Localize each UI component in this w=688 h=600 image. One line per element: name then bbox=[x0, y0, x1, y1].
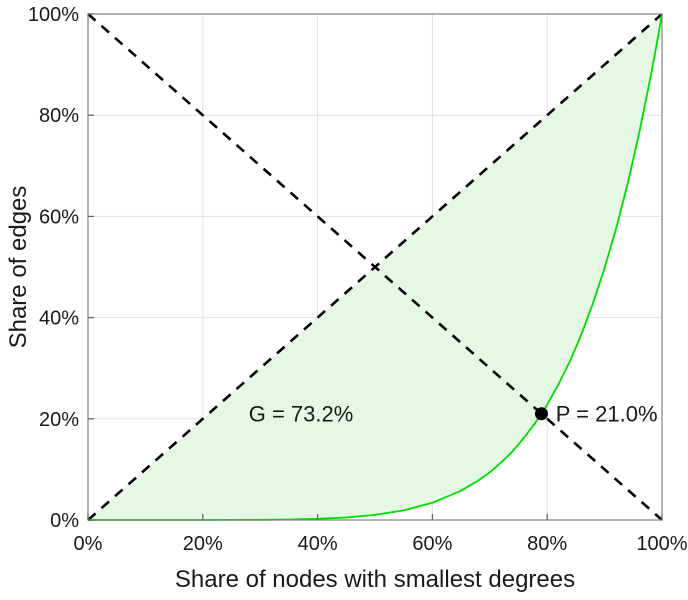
x-tick-label: 60% bbox=[412, 533, 452, 555]
y-axis-title: Share of edges bbox=[5, 186, 32, 349]
x-tick-label: 40% bbox=[298, 533, 338, 555]
p-point bbox=[534, 407, 548, 421]
x-tick-label: 0% bbox=[74, 533, 103, 555]
y-tick-label: 0% bbox=[50, 510, 79, 532]
p-annotation: P = 21.0% bbox=[556, 402, 658, 427]
y-tick-label: 100% bbox=[28, 4, 79, 26]
anti-diagonal bbox=[87, 13, 663, 521]
y-tick-label: 80% bbox=[39, 105, 79, 127]
y-tick-label: 20% bbox=[39, 409, 79, 431]
y-tick-label: 40% bbox=[39, 308, 79, 330]
gini-annotation: G = 73.2% bbox=[249, 402, 354, 427]
axes-box bbox=[87, 13, 663, 521]
x-tick-label: 80% bbox=[527, 533, 567, 555]
x-tick-label: 100% bbox=[636, 533, 687, 555]
x-tick-label: 20% bbox=[183, 533, 223, 555]
x-axis-title: Share of nodes with smallest degrees bbox=[175, 566, 575, 593]
y-tick-label: 60% bbox=[39, 206, 79, 228]
